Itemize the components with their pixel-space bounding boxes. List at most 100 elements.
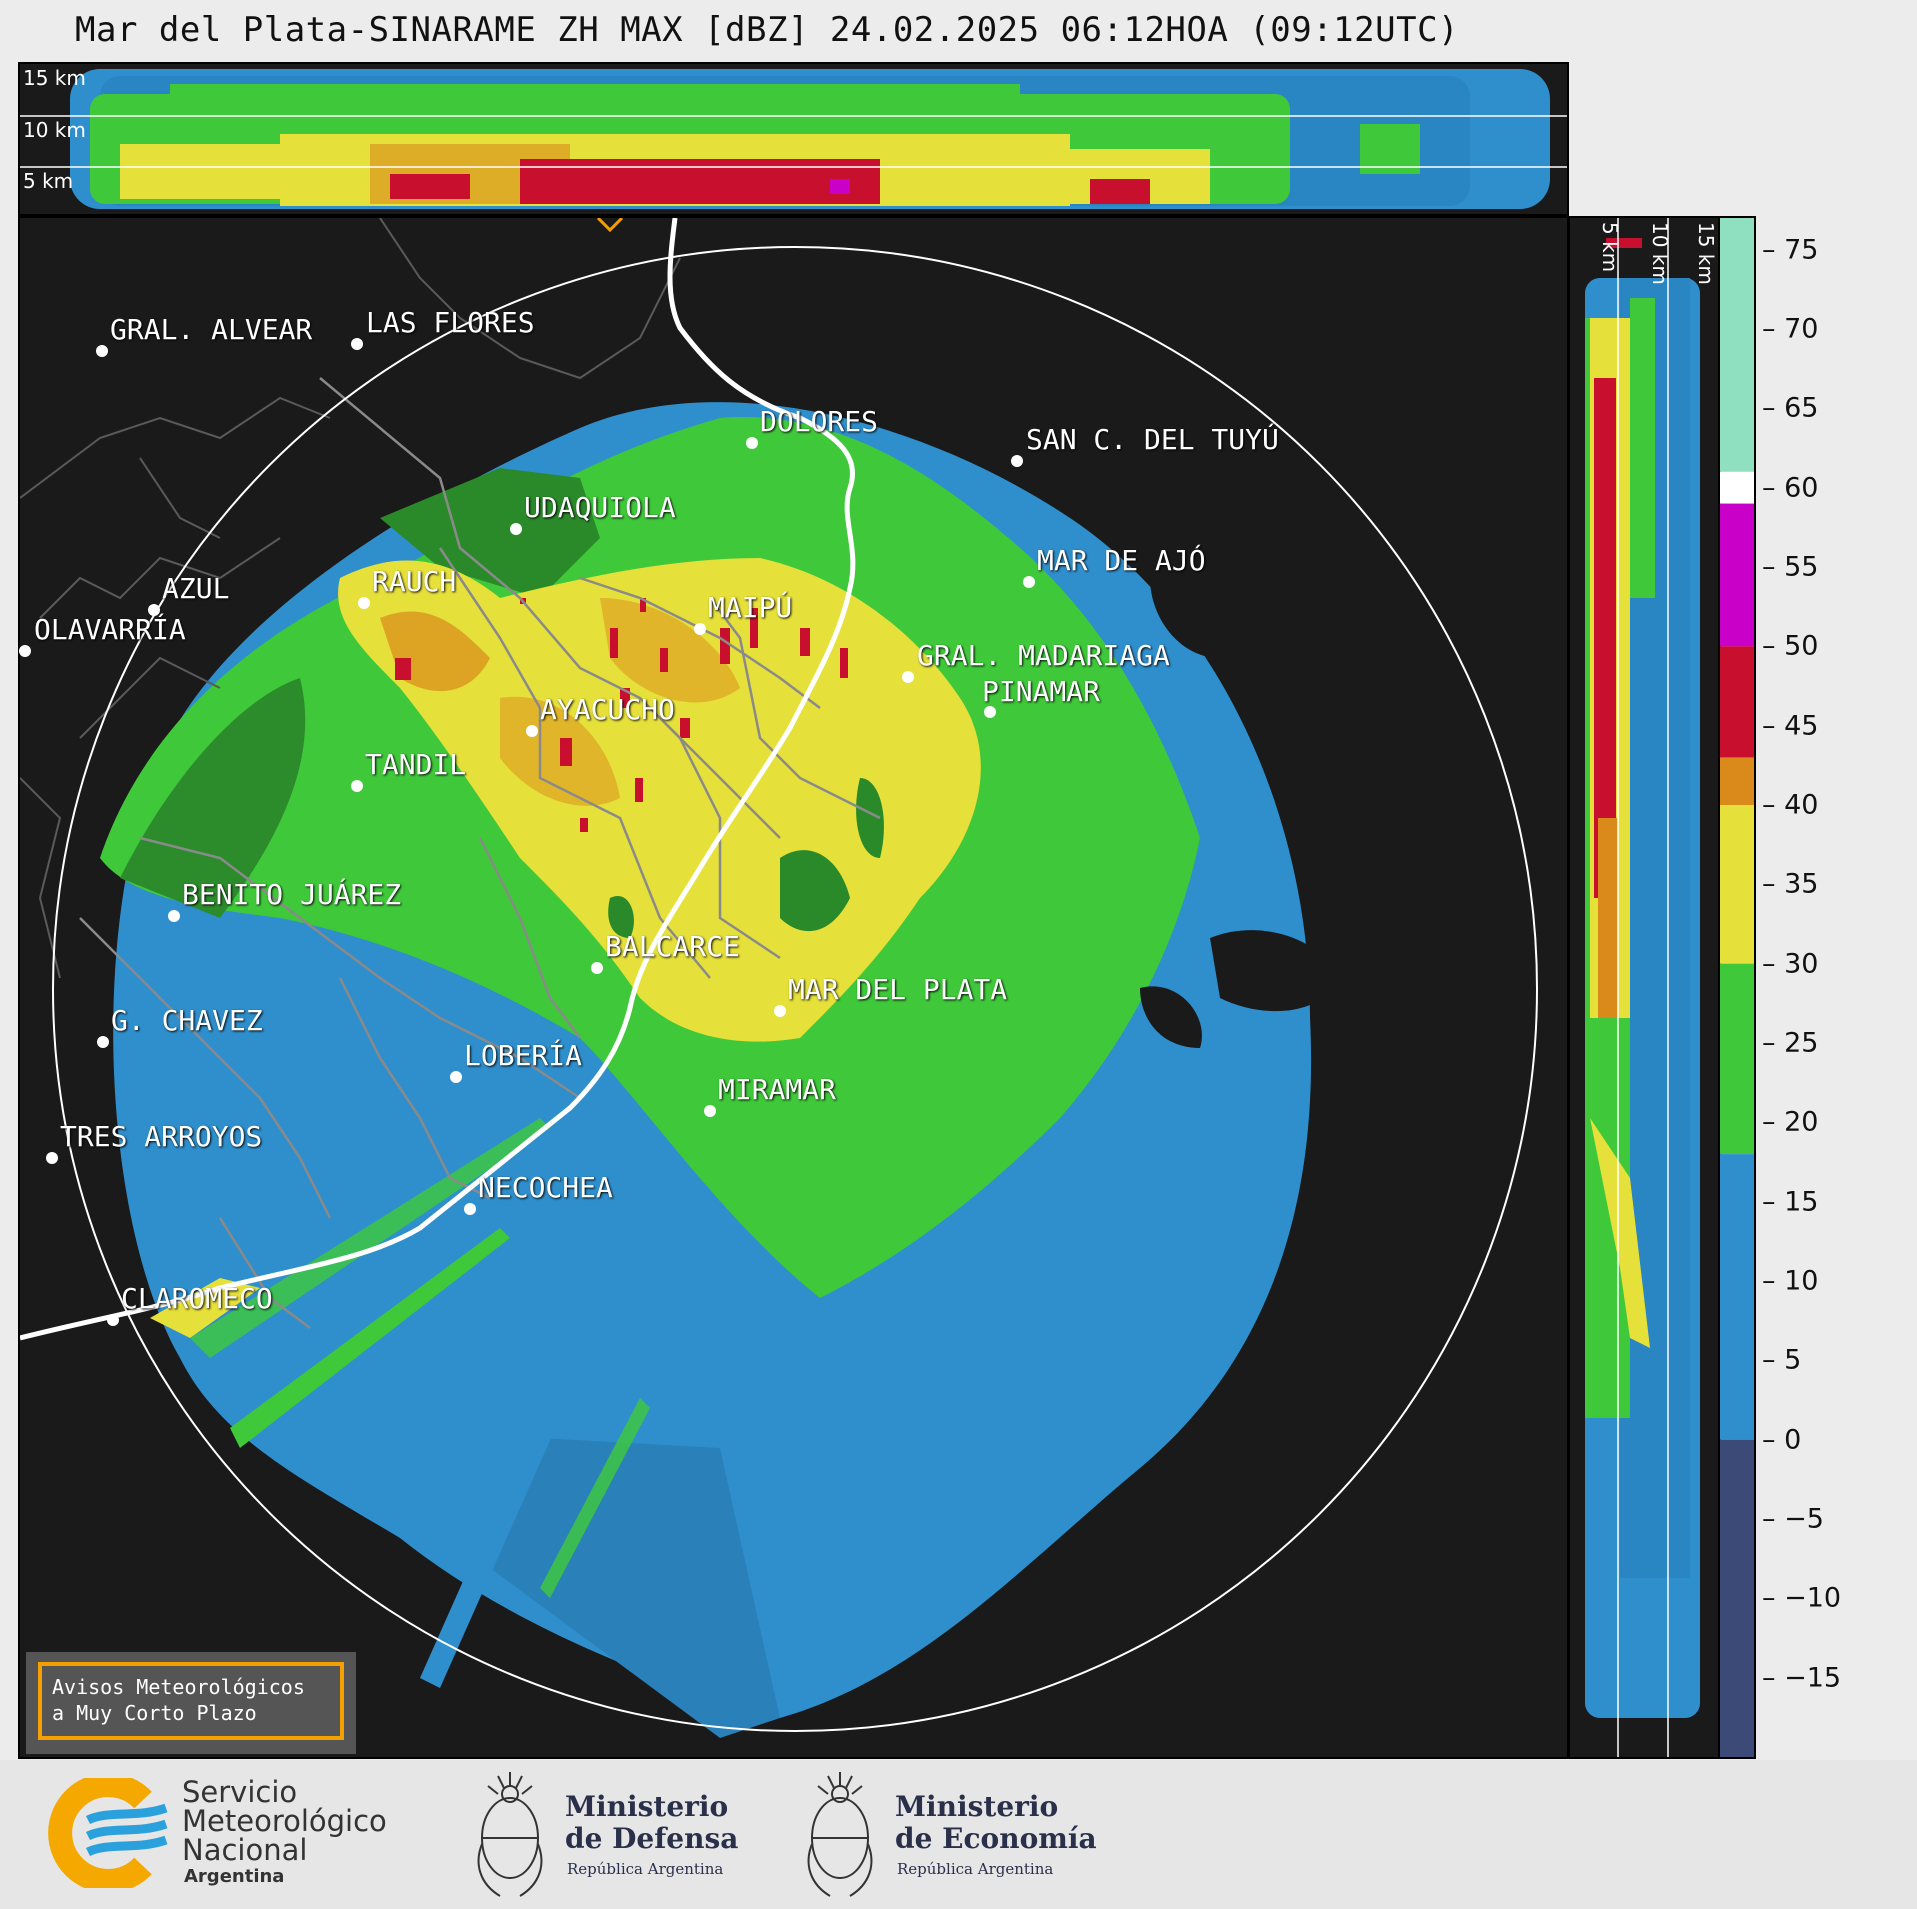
- city-label: LOBERÍA: [464, 1039, 583, 1072]
- top-height-label-5: 5 km: [23, 169, 74, 193]
- smn-line3: Nacional: [182, 1833, 308, 1867]
- city-marker: [1011, 455, 1023, 467]
- city-marker: [984, 706, 996, 718]
- colorbar-tick-label: – 55: [1762, 551, 1819, 583]
- city-marker: [148, 604, 160, 616]
- colorbar-tick-label: – 35: [1762, 868, 1819, 900]
- city-marker: [464, 1203, 476, 1215]
- avisos-link[interactable]: Avisos Meteorológicos a Muy Corto Plazo: [38, 1662, 344, 1740]
- city-label: MAIPÚ: [708, 591, 793, 624]
- city-label: TRES ARROYOS: [60, 1120, 263, 1153]
- economia-line2: de Economía: [895, 1822, 1097, 1855]
- top-height-label-15: 15 km: [23, 66, 86, 90]
- smn-logo-icon: [48, 1778, 168, 1888]
- city-marker: [97, 1036, 109, 1048]
- colorbar-tick-label: – −10: [1762, 1582, 1842, 1614]
- avisos-line2: a Muy Corto Plazo: [52, 1701, 257, 1725]
- city-label: AYACUCHO: [540, 693, 675, 726]
- colorbar-band: [1720, 1439, 1754, 1757]
- colorbar-tick-label: – 30: [1762, 948, 1819, 980]
- city-marker: [450, 1071, 462, 1083]
- colorbar-tick-label: – 5: [1762, 1344, 1802, 1376]
- colorbar-tick-label: – 65: [1762, 392, 1819, 424]
- city-marker: [526, 725, 538, 737]
- city-label: NECOCHEA: [478, 1171, 613, 1204]
- colorbar-band: [1720, 805, 1754, 964]
- colorbar-tick-label: – 75: [1762, 234, 1819, 266]
- city-marker: [46, 1152, 58, 1164]
- city-label: MAR DEL PLATA: [788, 973, 1008, 1006]
- colorbar-band: [1720, 218, 1754, 472]
- city-label: BALCARCE: [605, 930, 740, 963]
- colorbar-band: [1720, 1154, 1754, 1440]
- city-marker: [351, 338, 363, 350]
- colorbar-gradient: [1720, 218, 1754, 1757]
- colorbar-band: [1720, 646, 1754, 758]
- city-label: MIRAMAR: [718, 1073, 837, 1106]
- colorbar-tick-label: – 50: [1762, 630, 1819, 662]
- colorbar-tick-label: – −15: [1762, 1662, 1842, 1694]
- colorbar-band: [1720, 471, 1754, 504]
- side-height-label-5: 5 km: [1598, 222, 1622, 273]
- city-marker: [591, 962, 603, 974]
- city-marker: [351, 780, 363, 792]
- economia-line3: República Argentina: [897, 1860, 1054, 1878]
- city-label: LAS FLORES: [366, 306, 535, 339]
- colorbar-tick-label: – 0: [1762, 1424, 1802, 1456]
- colorbar-tick-label: – 40: [1762, 789, 1819, 821]
- colorbar-tick-label: – 60: [1762, 472, 1819, 504]
- city-label: MAR DE AJÓ: [1037, 544, 1206, 577]
- economia-line1: Ministerio: [895, 1790, 1059, 1823]
- city-label: UDAQUIOLA: [524, 491, 676, 524]
- city-label: G. CHAVEZ: [111, 1004, 263, 1037]
- colorbar-tick-label: – 15: [1762, 1186, 1819, 1218]
- city-marker: [168, 910, 180, 922]
- city-marker: [96, 345, 108, 357]
- city-marker: [694, 623, 706, 635]
- smn-line4: Argentina: [184, 1866, 285, 1887]
- city-label: CLAROMECO: [121, 1282, 273, 1315]
- city-marker: [774, 1005, 786, 1017]
- defensa-line2: de Defensa: [565, 1822, 739, 1855]
- side-height-label-10: 10 km: [1648, 222, 1672, 285]
- footer-logos: Servicio Meteorológico Nacional Argentin…: [0, 1760, 1917, 1909]
- dbz-colorbar: [1718, 216, 1756, 1759]
- colorbar-band: [1720, 963, 1754, 1155]
- top-cross-section-image: [20, 64, 1567, 214]
- city-label: TANDIL: [365, 748, 467, 781]
- city-marker: [358, 597, 370, 609]
- colorbar-tick-label: – −5: [1762, 1503, 1824, 1535]
- colorbar-band: [1720, 757, 1754, 806]
- city-label: OLAVARRÍA: [34, 613, 186, 646]
- colorbar-tick-label: – 20: [1762, 1106, 1819, 1138]
- radar-reflectivity-image: [20, 218, 1567, 1757]
- coat-of-arms-defensa-icon: [477, 1772, 543, 1897]
- city-label: BENITO JUÁREZ: [182, 878, 402, 911]
- city-marker: [19, 645, 31, 657]
- city-label: SAN C. DEL TUYÚ: [1026, 423, 1279, 456]
- coat-of-arms-economia-icon: [807, 1772, 873, 1897]
- city-label: GRAL. MADARIAGA: [917, 639, 1170, 672]
- city-marker: [1023, 576, 1035, 588]
- avisos-line1: Avisos Meteorológicos: [52, 1675, 305, 1699]
- radar-map-panel: [18, 216, 1569, 1759]
- colorbar-tick-label: – 70: [1762, 313, 1819, 345]
- defensa-line3: República Argentina: [567, 1860, 724, 1878]
- city-label: DOLORES: [760, 405, 879, 438]
- colorbar-tick-label: – 25: [1762, 1027, 1819, 1059]
- top-cross-section-panel: 15 km 10 km 5 km: [18, 62, 1569, 216]
- city-marker: [704, 1105, 716, 1117]
- colorbar-tick-label: – 10: [1762, 1265, 1819, 1297]
- side-height-label-15: 15 km: [1694, 222, 1718, 285]
- top-height-label-10: 10 km: [23, 118, 86, 142]
- city-label: RAUCH: [372, 565, 457, 598]
- city-marker: [107, 1314, 119, 1326]
- city-label: GRAL. ALVEAR: [110, 313, 313, 346]
- map-title: Mar del Plata-SINARAME ZH MAX [dBZ] 24.0…: [75, 10, 1460, 50]
- colorbar-tick-label: – 45: [1762, 710, 1819, 742]
- city-label: PINAMAR: [982, 675, 1101, 708]
- defensa-line1: Ministerio: [565, 1790, 729, 1823]
- side-cross-section-panel: 5 km 10 km 15 km: [1568, 216, 1721, 1759]
- smn-line1: Servicio: [182, 1775, 298, 1809]
- colorbar-band: [1720, 503, 1754, 647]
